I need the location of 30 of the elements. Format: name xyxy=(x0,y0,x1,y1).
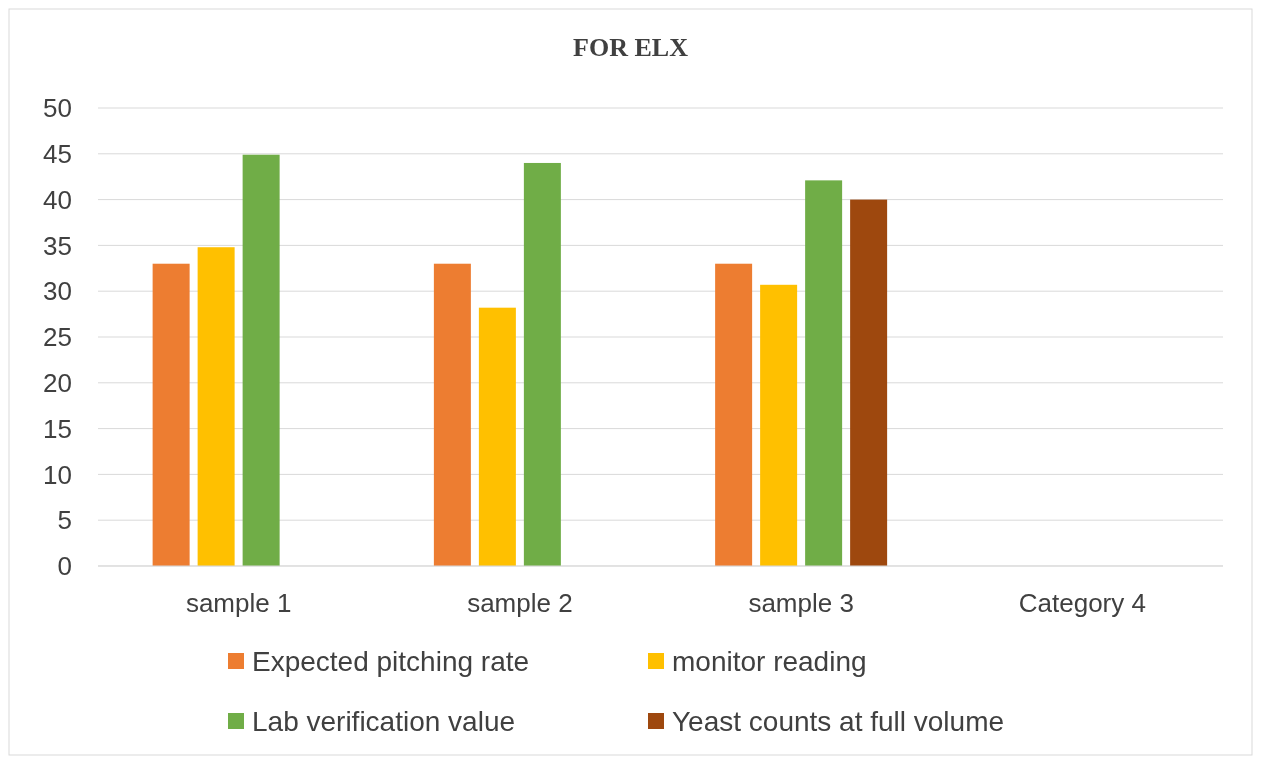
bar xyxy=(433,263,471,566)
y-tick-label: 15 xyxy=(43,413,72,444)
x-tick-label: sample 1 xyxy=(185,588,292,618)
x-tick-label: Category 4 xyxy=(1018,588,1146,618)
legend-label: Yeast counts at full volume xyxy=(672,705,1005,737)
y-tick-label: 10 xyxy=(43,459,72,490)
bar xyxy=(242,154,280,566)
bar xyxy=(805,180,843,566)
y-tick-label: 20 xyxy=(43,367,72,398)
y-tick-label: 5 xyxy=(57,505,72,536)
y-tick-label: 25 xyxy=(43,322,72,353)
legend-label: Lab verification value xyxy=(252,705,516,737)
legend-label: monitor reading xyxy=(672,645,867,677)
bar xyxy=(197,247,235,566)
x-tick-label: sample 2 xyxy=(467,588,573,618)
y-tick-label: 30 xyxy=(43,276,72,307)
bar xyxy=(478,307,516,566)
y-tick-label: 35 xyxy=(43,230,72,261)
bar xyxy=(715,263,753,566)
y-tick-label: 0 xyxy=(57,551,72,582)
bar xyxy=(523,162,561,566)
chart-title: FOR ELX xyxy=(573,33,689,62)
bar xyxy=(152,263,190,566)
x-tick-label: sample 3 xyxy=(748,588,854,618)
y-tick-label: 40 xyxy=(43,184,72,215)
y-tick-label: 45 xyxy=(43,138,72,169)
bar xyxy=(760,284,798,566)
bar xyxy=(850,199,888,566)
y-tick-label: 50 xyxy=(43,93,72,124)
legend-label: Expected pitching rate xyxy=(252,645,530,677)
